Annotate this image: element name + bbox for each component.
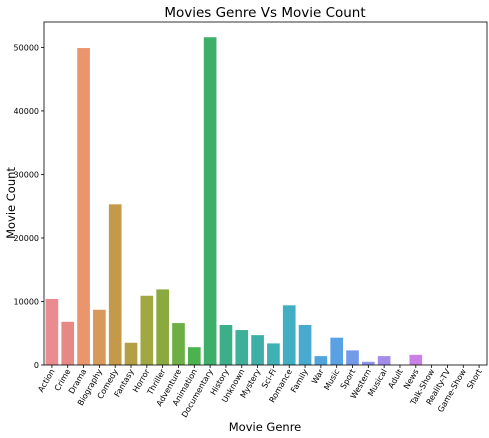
bar-history bbox=[219, 324, 233, 365]
y-tick-label: 0 bbox=[34, 361, 39, 370]
y-tick-label: 50000 bbox=[14, 43, 39, 52]
bar-adventure bbox=[172, 323, 185, 365]
bar-news bbox=[409, 354, 423, 365]
bar-biography bbox=[93, 309, 106, 365]
bar-sci-fi bbox=[267, 343, 280, 365]
y-axis-ticks: 0 10000 20000 30000 40000 50000 bbox=[14, 43, 44, 370]
bar-thriller bbox=[156, 289, 169, 365]
bar-western bbox=[362, 361, 375, 365]
bar-fantasy bbox=[124, 342, 138, 365]
y-tick-label: 40000 bbox=[14, 107, 39, 116]
plot-frame bbox=[43, 21, 488, 366]
bar-action bbox=[45, 298, 59, 365]
bar-animation bbox=[187, 347, 201, 365]
bar-documentary bbox=[203, 37, 217, 365]
bar-romance bbox=[282, 305, 296, 365]
bar-comedy bbox=[108, 204, 122, 365]
bar-unknown bbox=[235, 330, 249, 365]
y-tick-label: 20000 bbox=[14, 234, 39, 243]
bar-crime bbox=[61, 321, 75, 365]
bar-musical bbox=[377, 356, 391, 365]
bars-group bbox=[45, 37, 486, 365]
bar-drama bbox=[77, 48, 90, 365]
bar-music bbox=[330, 337, 344, 365]
bar-family bbox=[298, 324, 312, 365]
bar-sport bbox=[346, 350, 359, 365]
chart-title: Movies Genre Vs Movie Count bbox=[164, 5, 365, 21]
y-tick-label: 10000 bbox=[14, 297, 39, 306]
bar-mystery bbox=[251, 335, 264, 365]
y-tick-label: 30000 bbox=[14, 170, 39, 179]
y-axis-title: Movie Count bbox=[4, 167, 18, 239]
x-axis-title: Movie Genre bbox=[229, 420, 302, 434]
bar-horror bbox=[140, 295, 154, 365]
bar-war bbox=[314, 356, 328, 365]
